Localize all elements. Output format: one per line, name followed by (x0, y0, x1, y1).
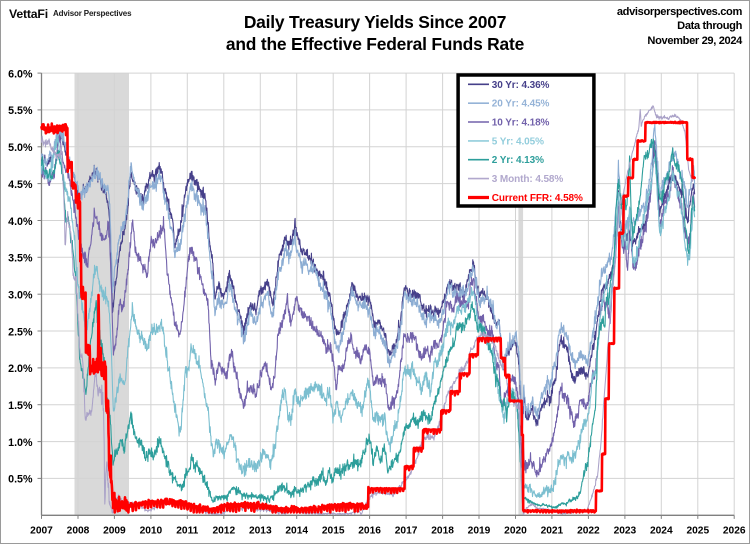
svg-text:3.0%: 3.0% (8, 290, 33, 302)
svg-text:1.5%: 1.5% (8, 400, 33, 412)
svg-text:2013: 2013 (249, 526, 272, 537)
svg-text:2019: 2019 (468, 526, 491, 537)
svg-text:2.0%: 2.0% (8, 363, 33, 375)
svg-text:2025: 2025 (686, 526, 709, 537)
svg-text:2008: 2008 (67, 526, 90, 537)
svg-text:Current FFR: 4.58%: Current FFR: 4.58% (492, 193, 583, 204)
svg-text:2.5%: 2.5% (8, 326, 33, 338)
svg-text:2007: 2007 (30, 526, 53, 537)
svg-text:2011: 2011 (176, 526, 198, 537)
svg-text:2021: 2021 (541, 526, 564, 537)
svg-text:30 Yr: 4.36%: 30 Yr: 4.36% (492, 80, 550, 91)
svg-text:5.5%: 5.5% (8, 105, 33, 117)
svg-text:5 Yr: 4.05%: 5 Yr: 4.05% (492, 136, 544, 147)
svg-text:2016: 2016 (358, 526, 381, 537)
svg-text:4.5%: 4.5% (8, 179, 33, 191)
svg-text:2023: 2023 (614, 526, 637, 537)
svg-text:10 Yr: 4.18%: 10 Yr: 4.18% (492, 118, 550, 129)
svg-text:2010: 2010 (140, 526, 163, 537)
svg-text:2017: 2017 (395, 526, 418, 537)
svg-text:0.5%: 0.5% (8, 474, 33, 486)
svg-text:3 Month: 4.58%: 3 Month: 4.58% (492, 174, 564, 185)
svg-text:3.5%: 3.5% (8, 253, 33, 265)
svg-text:5.0%: 5.0% (8, 142, 33, 154)
svg-text:2018: 2018 (431, 526, 454, 537)
svg-text:2012: 2012 (212, 526, 235, 537)
svg-text:2022: 2022 (577, 526, 600, 537)
svg-text:1.0%: 1.0% (8, 437, 33, 449)
svg-text:4.0%: 4.0% (8, 216, 33, 228)
svg-text:6.0%: 6.0% (8, 68, 33, 80)
svg-text:2020: 2020 (504, 526, 527, 537)
svg-text:2015: 2015 (322, 526, 345, 537)
svg-text:20 Yr: 4.45%: 20 Yr: 4.45% (492, 99, 550, 110)
svg-text:2 Yr: 4.13%: 2 Yr: 4.13% (492, 155, 544, 166)
svg-text:2026: 2026 (723, 526, 746, 537)
svg-text:2024: 2024 (650, 526, 673, 537)
svg-text:2014: 2014 (285, 526, 308, 537)
svg-text:2009: 2009 (103, 526, 126, 537)
